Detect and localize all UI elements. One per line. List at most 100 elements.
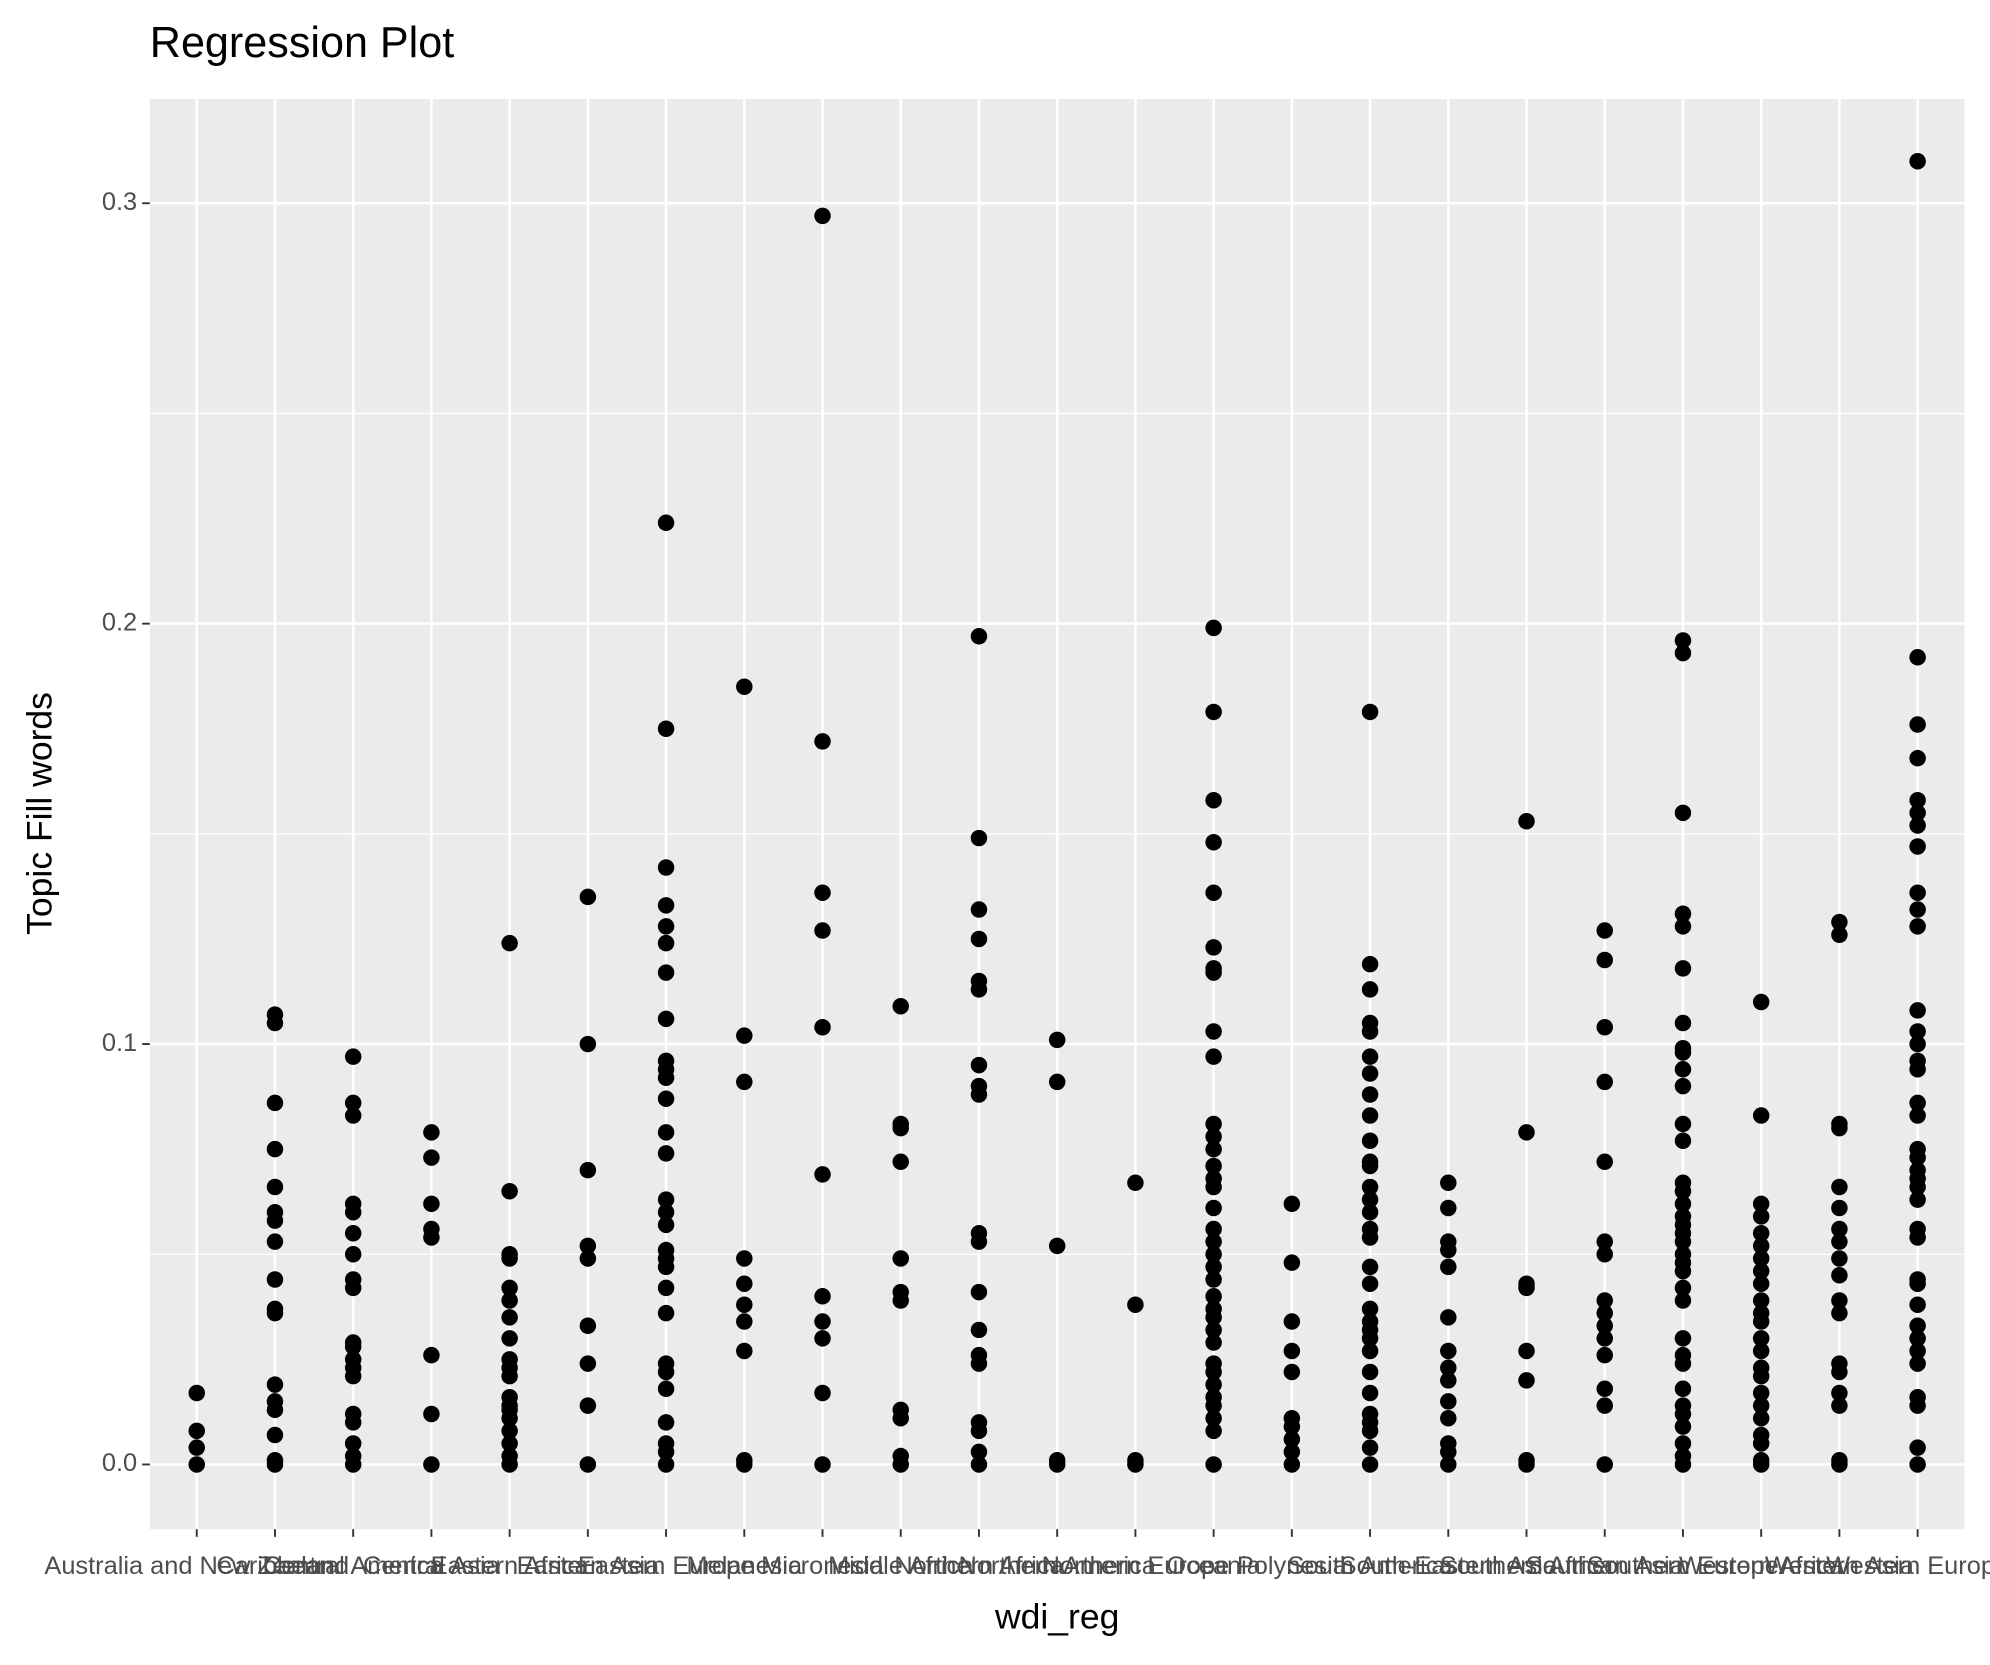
point [423,1195,440,1213]
point [736,1296,753,1313]
point [266,1376,284,1393]
point [657,1304,675,1322]
point [1596,1153,1613,1171]
point [1048,1073,1066,1091]
point [579,1161,597,1179]
point [579,1035,597,1053]
point [970,1355,988,1372]
point [657,1090,675,1107]
x-tick-label: Western Europe [1826,1552,1990,1580]
point [1283,1443,1301,1461]
point [501,934,518,952]
point [1752,1409,1770,1427]
point [1752,1456,1770,1473]
point [1361,955,1379,973]
point [1205,1321,1222,1339]
point [1909,1355,1926,1372]
point [579,1317,597,1334]
point [1909,1275,1926,1292]
point [1752,1262,1770,1280]
point [892,1409,909,1427]
point [1752,1313,1770,1330]
point [423,1346,440,1364]
point [1674,960,1692,977]
point [1909,649,1926,666]
point [1752,1435,1770,1452]
point [1674,1115,1692,1133]
x-tick-label: Australia and New Zealand [44,1552,349,1580]
point [1674,1262,1692,1280]
y-axis-label: Topic Fill words [19,692,59,935]
point [1361,1048,1379,1065]
point [1909,1317,1926,1334]
y-tick-label: 0.1 [102,1029,137,1057]
point [814,1018,831,1036]
point [1048,1237,1066,1255]
point [1752,1342,1770,1360]
point [1596,1317,1613,1334]
point [1283,1313,1301,1330]
point [970,1321,988,1339]
point [423,1456,440,1473]
point [657,897,675,914]
point [970,901,988,918]
point [1831,1178,1848,1196]
point [1674,1418,1692,1435]
point [1909,1229,1926,1246]
point [1283,1418,1301,1435]
point [501,1330,518,1347]
point [1283,1430,1301,1448]
point [1674,1330,1692,1347]
point [1674,1405,1692,1423]
point [1283,1195,1301,1213]
point [266,1178,284,1196]
point [1596,1456,1613,1473]
point [1127,1456,1144,1473]
point [1752,1384,1770,1402]
point [266,1401,284,1419]
point [1205,1258,1222,1276]
point [892,1153,909,1171]
point [1596,1246,1613,1263]
point [1752,1275,1770,1292]
point [1361,1422,1379,1440]
point [1440,1241,1457,1259]
point [1674,1077,1692,1095]
point [970,1422,988,1440]
x-tick-label: Eastern Africa [431,1552,590,1580]
point [814,1330,831,1347]
point [1440,1342,1457,1360]
x-tick-label: Southern Asia [1526,1552,1685,1580]
point [1205,1271,1222,1288]
point [1831,1397,1848,1414]
point [657,1279,675,1297]
point [266,1426,284,1444]
point [1518,1456,1535,1473]
point [1909,838,1926,855]
point [1518,1279,1535,1297]
point [814,733,831,750]
point [1674,1233,1692,1250]
point [1440,1174,1457,1192]
point [657,859,675,876]
point [1361,1191,1379,1208]
point [501,1250,518,1267]
point [188,1439,205,1456]
point [1831,1250,1848,1267]
point [1831,1292,1848,1309]
point [892,1119,909,1137]
point [1831,1384,1848,1402]
point [1831,913,1848,931]
point [1596,1073,1613,1091]
point [657,1258,675,1276]
point [266,1304,284,1322]
point [1205,1178,1222,1196]
point [1674,1044,1692,1061]
point [1909,804,1926,822]
point [892,1292,909,1309]
point [344,1338,362,1356]
point [1909,1002,1926,1019]
point [344,1279,362,1297]
point [423,1149,440,1166]
